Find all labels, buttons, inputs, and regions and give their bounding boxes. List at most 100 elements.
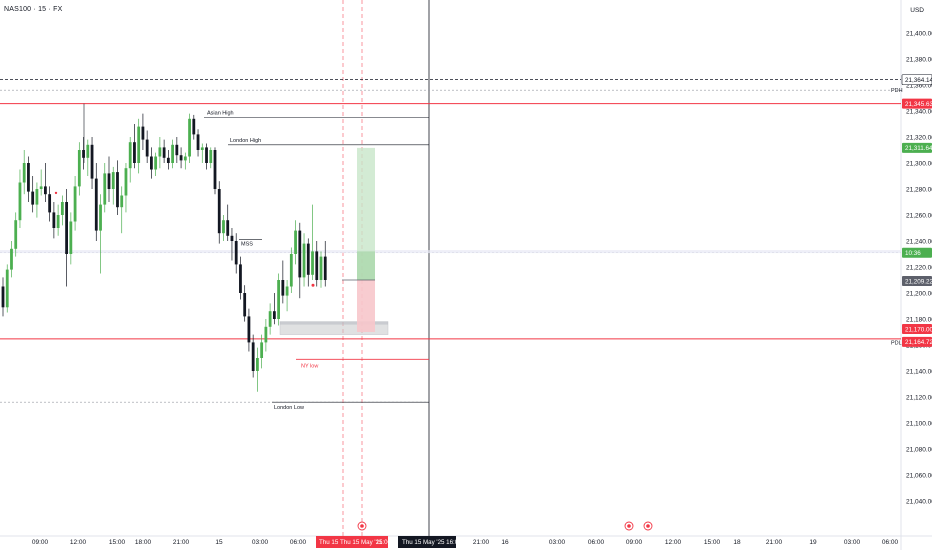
- candle-body: [111, 172, 115, 189]
- candle-body: [18, 182, 22, 221]
- signal-dot: [54, 191, 58, 195]
- candle-body: [272, 311, 276, 319]
- chart-drawings: Asian High London High MSS NY low London Low: [0, 79, 901, 411]
- annotation-label: London High: [230, 138, 261, 144]
- candle-body: [289, 254, 293, 287]
- price-tick-label: 21,100.00: [906, 421, 932, 428]
- price-label-text: 10:36: [905, 250, 921, 257]
- current-price-band: [0, 250, 901, 254]
- price-tick-label: 21,260.00: [906, 213, 932, 220]
- price-label-text: 21,311.64: [905, 145, 932, 152]
- time-tick-label: 06:00: [882, 539, 899, 546]
- candle-body: [294, 230, 297, 254]
- time-tick-label: 21:00: [766, 539, 783, 546]
- candle-body: [315, 251, 319, 280]
- candles: [1, 113, 327, 392]
- crosshair-time-badge: [398, 536, 456, 548]
- annotation-label: MSS: [241, 242, 253, 248]
- price-axis[interactable]: 21,040.00 21,060.00 21,080.00 21,100.00 21,1…: [901, 31, 932, 506]
- candle-body: [154, 156, 158, 170]
- candle-body: [52, 212, 56, 228]
- candle-body: [107, 173, 111, 189]
- price-label-badge: [902, 336, 932, 347]
- candle-body: [166, 157, 170, 163]
- price-tick-label: 21,340.00: [906, 109, 932, 116]
- price-label-text: 21,364.14: [905, 77, 932, 84]
- price-label-text: 21,164.72: [905, 339, 932, 346]
- candle-body: [268, 311, 272, 327]
- candle-body: [141, 126, 145, 140]
- time-tick-label: 21:00: [173, 539, 190, 546]
- candle-body: [247, 316, 251, 343]
- candle-body: [277, 280, 280, 319]
- symbol-title[interactable]: NAS100 · 15 · FX: [4, 6, 63, 13]
- price-tick-label: 21,140.00: [906, 369, 932, 376]
- currency-label[interactable]: USD: [910, 7, 924, 14]
- time-highlight-badge: [316, 536, 388, 548]
- candle-body: [205, 147, 208, 163]
- take-profit-zone: [357, 147, 375, 280]
- candle-body: [319, 256, 323, 280]
- candle-body: [162, 147, 166, 158]
- side-label: PDL: [891, 340, 902, 346]
- annotation-label: Asian High: [207, 111, 234, 117]
- candle-body: [14, 220, 18, 249]
- candle-body: [217, 189, 221, 234]
- candle-body: [22, 163, 26, 183]
- candle-body: [234, 241, 238, 265]
- candle-body: [243, 293, 247, 317]
- candle-body: [10, 248, 13, 270]
- candle-body: [124, 168, 128, 196]
- annotation-label: NY low: [301, 363, 318, 369]
- candle-body: [213, 150, 217, 189]
- candle-body: [1, 286, 5, 308]
- candle-body: [306, 243, 310, 275]
- price-tick-label: 21,180.00: [906, 317, 932, 324]
- time-highlight-label: Thu 15 May '25: [340, 539, 383, 546]
- time-tick-label: 15: [215, 539, 223, 546]
- time-tick-label: 06:00: [290, 539, 307, 546]
- price-tick-label: 21,200.00: [906, 291, 932, 298]
- time-tick-label: 12:00: [665, 539, 682, 546]
- candle-body: [171, 144, 174, 163]
- price-label-badge: [902, 142, 932, 153]
- time-tick-label: 18: [733, 539, 741, 546]
- time-tick-label: 21:00: [473, 539, 490, 546]
- price-label-badge: [902, 324, 932, 334]
- candle-body: [260, 342, 264, 358]
- candle-body: [251, 342, 255, 371]
- candle-body: [39, 186, 43, 189]
- candle-body: [150, 156, 153, 170]
- signal-dot: [311, 283, 315, 287]
- candle-body: [230, 235, 234, 241]
- chart-overlay: PDH PDL: [54, 88, 903, 346]
- time-axis[interactable]: 09:00 12:00 15:00 18:00 21:00 15 03:00 06:00 21:…: [32, 521, 899, 548]
- candle-body: [158, 147, 162, 157]
- candle-body: [264, 326, 268, 343]
- price-tick-label: 21,360.00: [906, 83, 932, 90]
- price-label-badge: [902, 98, 932, 109]
- candle-body: [48, 194, 52, 213]
- candle-body: [73, 186, 77, 222]
- lightning-event-icon-dot: [360, 524, 364, 528]
- annotation-label: London Low: [274, 405, 304, 411]
- price-tick-label: 21,300.00: [906, 161, 932, 168]
- candle-body: [226, 220, 230, 236]
- candle-body: [27, 163, 30, 192]
- candle-body: [60, 202, 64, 215]
- time-tick-label: 03:00: [844, 539, 861, 546]
- candle-body: [5, 269, 9, 308]
- time-highlight-label: 11:00: [376, 539, 392, 546]
- candle-body: [56, 215, 60, 228]
- candle-body: [103, 173, 107, 205]
- candle-body: [183, 156, 187, 161]
- candle-body: [145, 139, 149, 157]
- candle-body: [65, 202, 68, 254]
- candle-body: [35, 189, 39, 205]
- candle-body: [31, 191, 35, 205]
- price-label-text: 21,345.63: [905, 101, 932, 108]
- candle-body: [302, 243, 306, 278]
- price-label-badge: [901, 74, 932, 85]
